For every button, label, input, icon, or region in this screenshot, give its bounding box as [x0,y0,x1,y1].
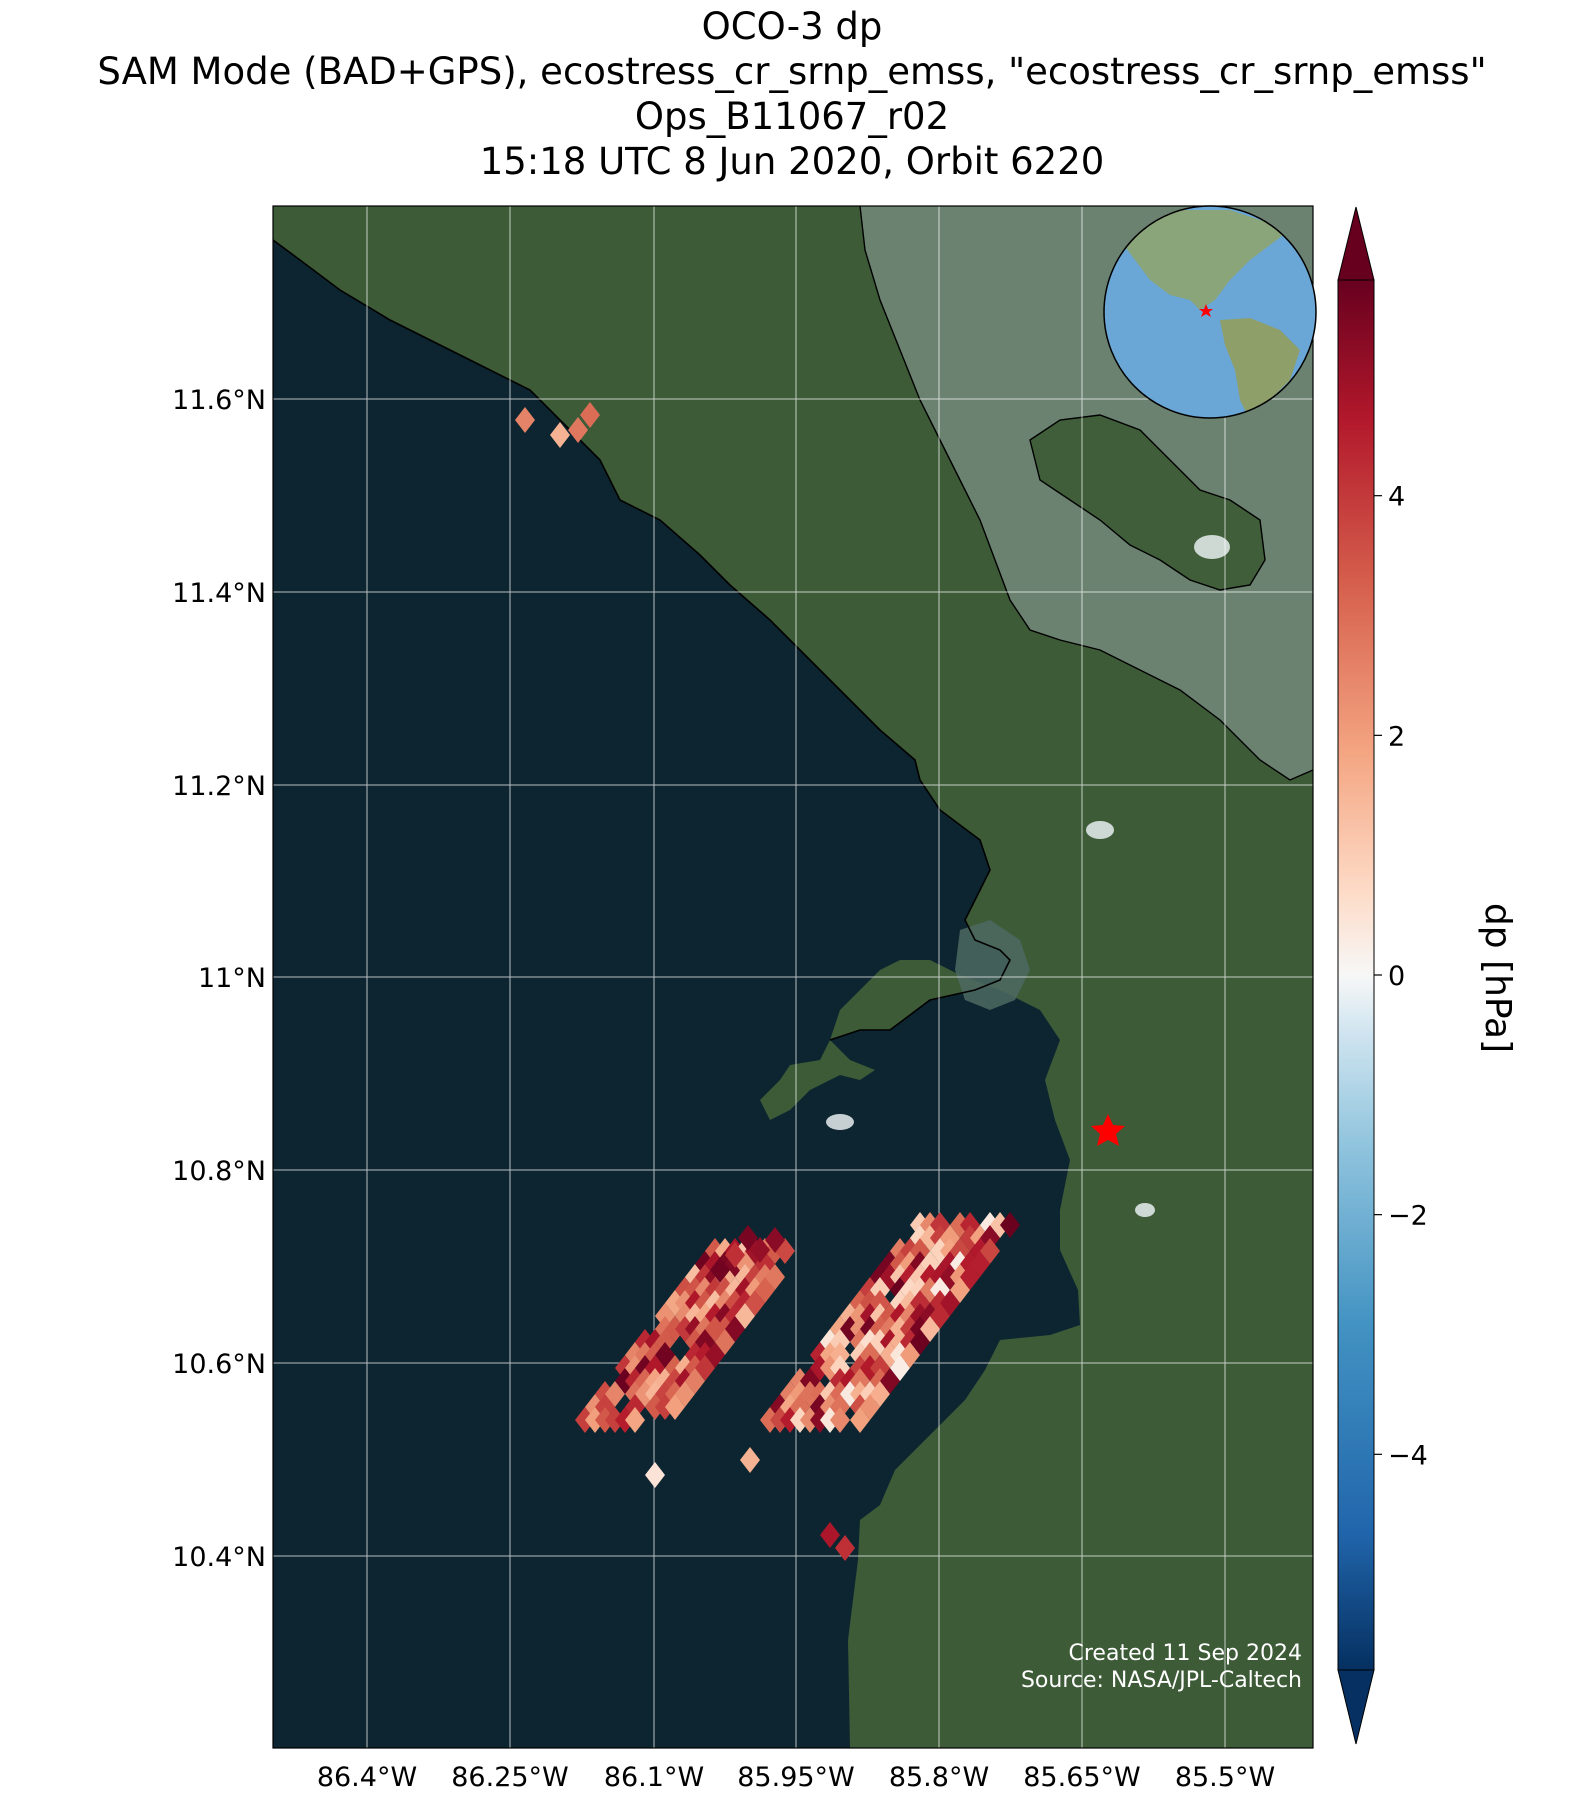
lat-tick-label: 10.8°N [172,1156,266,1187]
sounding-footprint [830,1407,850,1433]
gridlines [273,206,1313,1748]
source-credit: Source: NASA/JPL-Caltech [1020,1668,1302,1693]
globe-south-america [1220,318,1300,418]
lat-tick-label: 10.6°N [172,1349,266,1380]
colorbar-tick-label: −2 [1388,1201,1428,1232]
lat-tick-label: 10.4°N [172,1542,266,1573]
sounding-footprint [645,1462,665,1488]
credits: Created 11 Sep 2024 Source: NASA/JPL-Cal… [1021,1640,1302,1694]
colorbar: 4 2 0 −2 −4 [1337,206,1428,1745]
sounding-footprint [765,1264,785,1290]
lon-tick-label: 85.65°W [1023,1762,1141,1793]
colorbar-tick-label: 2 [1388,721,1405,752]
title-line-2: SAM Mode (BAD+GPS), ecostress_cr_srnp_em… [97,50,1487,93]
created-date: Created 11 Sep 2024 [1068,1641,1303,1666]
sounding-footprint [550,422,570,448]
longitude-tick-labels: 86.4°W 86.25°W 86.1°W 85.95°W 85.8°W 85.65°W 8… [317,1762,1275,1793]
bay-area [955,920,1030,1010]
latitude-tick-labels: 11.6°N 11.4°N 11.2°N 11°N 10.8°N 10.6°N 10.4°N [172,385,266,1573]
lon-tick-label: 86.25°W [451,1762,569,1793]
sounding-footprint [725,1242,745,1268]
sounding-footprint [625,1407,645,1433]
lon-tick-label: 85.5°W [1175,1762,1275,1793]
sounding-footprint [515,407,535,433]
sounding-footprint [980,1238,1000,1264]
lat-tick-label: 11.2°N [172,771,266,802]
title-line-3: Ops_B11067_r02 [634,95,950,138]
lon-tick-label: 86.4°W [317,1762,417,1793]
title-line-1: OCO-3 dp [701,5,883,48]
target-star [1091,1114,1125,1146]
sounding-footprint [568,417,588,443]
colorbar-label: dp [hPa] [1477,902,1518,1054]
colorbar-tick-label: −4 [1388,1440,1428,1471]
globe-north-america [1110,210,1290,310]
lat-tick-label: 11°N [198,963,266,994]
globe-target-star [1199,304,1213,317]
sounding-footprint [738,1225,758,1251]
soundings-layer [515,402,1020,1561]
sounding-footprint [1000,1212,1020,1238]
lat-tick-label: 11.4°N [172,578,266,609]
title-line-4: 15:18 UTC 8 Jun 2020, Orbit 6220 [479,140,1105,183]
map-panel [273,206,1313,1748]
globe-inset [1103,205,1317,419]
lon-tick-label: 85.8°W [889,1762,989,1793]
lon-tick-label: 86.1°W [604,1762,704,1793]
colorbar-tick-label: 4 [1388,482,1405,513]
lon-tick-label: 85.95°W [737,1762,855,1793]
sounding-footprint [820,1522,840,1548]
sounding-footprint [710,1257,730,1283]
colorbar-tick-label: 0 [1388,961,1405,992]
sounding-footprint [835,1535,855,1561]
sounding-footprint [580,402,600,428]
sounding-footprint [740,1447,760,1473]
sounding-footprint [750,1237,770,1263]
lat-tick-label: 11.6°N [172,385,266,416]
clouds [826,535,1230,1217]
map-frame [272,205,1314,1749]
colorbar-ticks: 4 2 0 −2 −4 [1374,482,1428,1471]
title-block: OCO-3 dp SAM Mode (BAD+GPS), ecostress_c… [0,4,1584,184]
sounding-footprint [765,1227,785,1253]
